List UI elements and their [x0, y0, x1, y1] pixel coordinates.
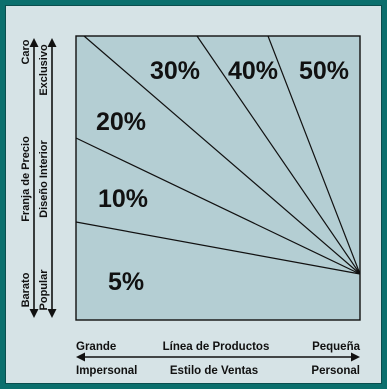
x-row1-center-label: Línea de Productos	[163, 341, 270, 353]
x-row2-left-label: Impersonal	[76, 365, 137, 377]
percent-label-20: 20%	[96, 108, 146, 136]
y-inner-center-label: Diseño Interior	[38, 139, 50, 217]
percent-label-40: 40%	[228, 57, 278, 85]
arrow-down-icon	[47, 309, 57, 318]
y-inner-bottom-label: Popular	[38, 269, 50, 311]
arrow-right-icon	[351, 352, 360, 362]
fan-line-1	[75, 221, 361, 275]
y-inner-top-label: Exclusivo	[38, 44, 50, 96]
percent-label-50: 50%	[299, 57, 349, 85]
x-arrow	[76, 352, 360, 362]
x-row1-right-label: Pequeña	[312, 341, 361, 353]
fan-lines	[75, 35, 361, 275]
y-outer-bottom-label: Barato	[20, 272, 32, 307]
y-outer-top-label: Caro	[20, 39, 32, 64]
arrow-down-icon	[29, 309, 39, 318]
percent-label-10: 10%	[98, 185, 148, 213]
plot-area	[75, 35, 361, 321]
y-outer-center-label: Franja de Precio	[20, 136, 32, 222]
fan-line-5	[267, 35, 361, 275]
percent-label-5: 5%	[108, 268, 144, 296]
x-row2-center-label: Estilo de Ventas	[170, 365, 258, 377]
percent-label-30: 30%	[150, 57, 200, 85]
fan-line-2	[75, 137, 361, 275]
fan-line-3	[83, 35, 361, 275]
arrow-left-icon	[76, 352, 85, 362]
x-row2-right-label: Personal	[311, 365, 360, 377]
fan-line-4	[196, 35, 361, 275]
arrow-up-icon	[29, 38, 39, 47]
arrow-up-icon	[47, 38, 57, 47]
x-row1-left-label: Grande	[76, 341, 116, 353]
y-arrows	[29, 38, 57, 318]
